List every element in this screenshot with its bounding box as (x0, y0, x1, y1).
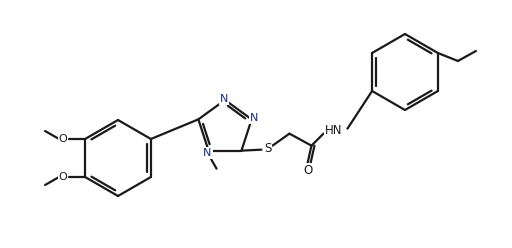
Text: HN: HN (325, 124, 342, 137)
Text: O: O (59, 134, 68, 144)
Text: N: N (249, 113, 258, 123)
Text: N: N (220, 94, 228, 104)
Text: N: N (203, 148, 212, 158)
Text: O: O (59, 172, 68, 182)
Text: O: O (304, 164, 313, 177)
Text: S: S (264, 142, 271, 155)
